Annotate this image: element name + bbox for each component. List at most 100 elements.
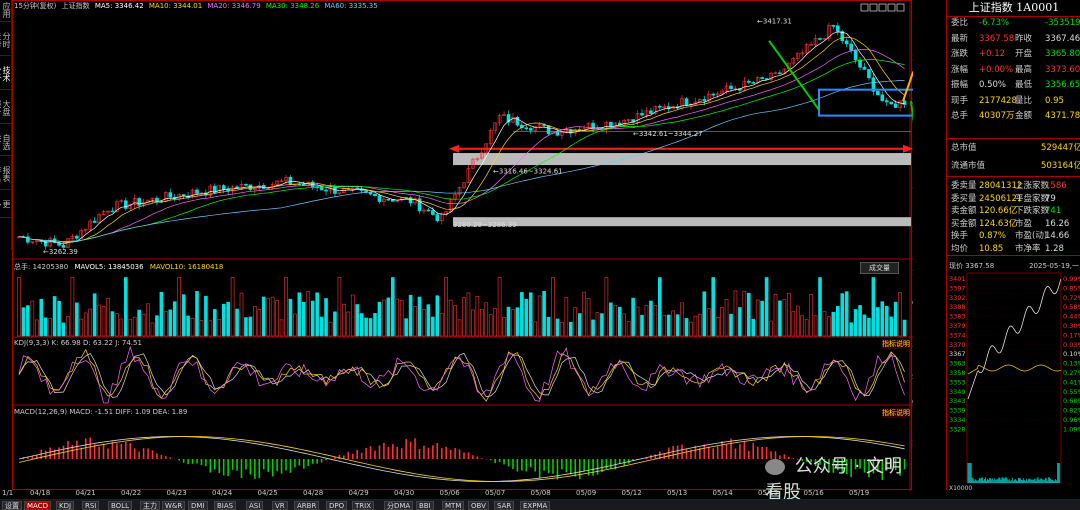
- left-tab-3[interactable]: 大盘报价: [0, 98, 12, 124]
- quote-v2: 79: [1045, 193, 1056, 204]
- ma30-line: [18, 59, 905, 243]
- candle-body: [75, 235, 79, 239]
- date-label: 04/24: [212, 489, 233, 497]
- candle-body: [876, 91, 880, 96]
- kdj-axis-label: 100.0: [912, 345, 913, 353]
- panel-divider: [947, 16, 1080, 17]
- indicator-tab-[interactable]: 设置: [2, 501, 22, 510]
- volume-bar: [377, 301, 382, 337]
- macd-dea-line: [18, 436, 905, 482]
- left-tab-6[interactable]: 更多: [0, 198, 12, 218]
- candle-body: [479, 152, 484, 159]
- candle-body: [484, 143, 489, 154]
- candle-body: [97, 214, 101, 223]
- date-prefix: 1/1: [2, 489, 14, 497]
- quote-row: 最新 3367.58 昨收 3367.46: [949, 33, 1080, 46]
- indicator-tab-arbr[interactable]: ARBR: [294, 501, 320, 510]
- indicator-tab-obv[interactable]: OBV: [468, 501, 489, 510]
- volume-bar: [422, 309, 426, 337]
- watermark-text: 公众号 · 文明看股: [765, 456, 902, 503]
- indicator-tab-dma[interactable]: 分DMA: [384, 501, 414, 510]
- indicator-tab-trix[interactable]: TRIX: [352, 501, 374, 510]
- volume-bar: [666, 314, 671, 337]
- mini-left-axis: 3349: [949, 388, 966, 396]
- left-tab-1[interactable]: 分时走势: [0, 30, 12, 56]
- indicator-tab-wr[interactable]: W&R: [162, 501, 186, 510]
- indicator-tab-bias[interactable]: BIAS: [214, 501, 237, 510]
- volume-bar: [426, 304, 431, 337]
- volume-bar: [253, 306, 257, 337]
- candle-body: [662, 106, 667, 108]
- kdj-info-button[interactable]: 指标说明: [882, 339, 910, 349]
- indicator-tab-macd[interactable]: MACD: [24, 501, 51, 510]
- macd-axis-label: 11.30: [912, 415, 913, 423]
- mini-chart[interactable]: 现价 3367.58 2025-05-19,一 3401 0.99% 3397 0.85%…: [947, 259, 1080, 492]
- main-chart-area[interactable]: ←3417.31 ←3262.39 ←3342.61~3344.27 ←3316.46…: [12, 0, 941, 491]
- panel-divider: [947, 138, 1080, 139]
- indicator-tab-bbi[interactable]: BBI: [416, 501, 434, 510]
- quote-v2: 3365.80: [1045, 49, 1080, 59]
- volume-bar: [831, 311, 836, 337]
- indicator-tab-rsi[interactable]: RSI: [82, 501, 100, 510]
- trend-line-green: [768, 40, 820, 111]
- kdj-k-line: [18, 352, 905, 398]
- quote-row: 委卖量 28041312 上涨家数 1586: [949, 180, 1079, 193]
- candle-body: [239, 183, 244, 189]
- kdj-axis-label: 0.00: [912, 398, 913, 406]
- indicator-tab-mtm[interactable]: MTM: [442, 501, 465, 510]
- volume-bar: [773, 293, 778, 337]
- mini-bottom-label: X10000: [949, 485, 972, 491]
- indicator-tab-dmi[interactable]: DMI: [188, 501, 208, 510]
- volume-bar: [199, 320, 204, 337]
- left-tab-4[interactable]: 自选股: [0, 132, 12, 156]
- total-volume: 总手: 14205380: [14, 263, 69, 271]
- candle-body: [653, 105, 658, 114]
- support-zone-lower: [453, 217, 911, 227]
- quote-l2: 最高: [1015, 64, 1033, 75]
- volume-bar: [342, 303, 346, 337]
- volume-bar: [88, 308, 92, 337]
- volume-bar: [279, 319, 284, 337]
- volume-bar: [382, 299, 386, 337]
- left-tab-0[interactable]: 应用: [0, 0, 12, 22]
- candle-body: [284, 176, 288, 182]
- volume-bar: [373, 313, 377, 337]
- volume-bar: [800, 315, 805, 337]
- candle-body: [809, 44, 813, 46]
- volume-bar: [181, 294, 186, 337]
- indicator-tab-[interactable]: 主力: [140, 501, 160, 510]
- volume-bar: [706, 308, 711, 337]
- mini-right-axis: 0.41%: [1063, 378, 1080, 386]
- volume-bar: [600, 313, 604, 337]
- indicator-tab-boll[interactable]: BOLL: [108, 501, 132, 510]
- mini-date: 2025-05-19,一: [1029, 262, 1079, 270]
- indicator-tab-kdj[interactable]: KDJ: [56, 501, 75, 510]
- indicator-tab-sar[interactable]: SAR: [494, 501, 515, 510]
- candle-body: [150, 197, 155, 201]
- volume-bar: [239, 292, 244, 337]
- volume-bar: [564, 296, 569, 337]
- left-tab-5[interactable]: 报表排名: [0, 164, 12, 190]
- indicator-tab-vr[interactable]: VR: [272, 501, 288, 510]
- indicator-tab-dpo[interactable]: DPO: [326, 501, 348, 510]
- volume-bar: [270, 296, 275, 337]
- volume-bar: [577, 313, 582, 337]
- volume-bar: [408, 294, 413, 337]
- left-tab-2[interactable]: 技术分析: [0, 64, 12, 90]
- volume-bar: [702, 291, 707, 337]
- volume-bar: [226, 301, 230, 337]
- volume-bar: [66, 316, 70, 337]
- macd-info-button[interactable]: 指标说明: [882, 408, 910, 418]
- volume-bar: [21, 307, 26, 337]
- volume-bar: [257, 309, 262, 337]
- indicator-tab-asi[interactable]: ASI: [246, 501, 264, 510]
- ma10-value: MA10: 3344.01: [148, 2, 203, 10]
- candle-body: [195, 189, 199, 194]
- volume-bar: [853, 309, 858, 337]
- macd-header: MACD(12,26,9) MACD: -1.51 DIFF: 1.09 DEA…: [14, 408, 188, 416]
- indicator-tab-expma[interactable]: EXPMA: [520, 501, 551, 510]
- macd-axis-label: 5.31: [912, 439, 913, 447]
- mini-left-axis: 3397: [949, 284, 966, 292]
- quote-l2: 下跌家数: [1015, 206, 1050, 217]
- volume-indicator-button[interactable]: 成交量: [860, 262, 899, 274]
